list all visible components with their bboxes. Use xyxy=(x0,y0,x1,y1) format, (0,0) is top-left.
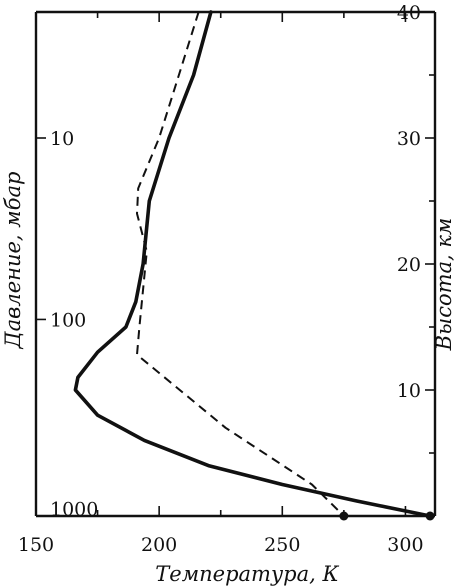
pressure-tick-label: 10 xyxy=(50,128,74,150)
height-tick-label: 40 xyxy=(397,2,421,24)
pressure-tick-label: 100 xyxy=(50,309,86,331)
surface-markers xyxy=(339,511,435,521)
x-axis-title: Температура, К xyxy=(155,562,339,586)
height-tick-label: 20 xyxy=(397,254,421,276)
solid-profile-line xyxy=(73,10,432,518)
x-tick-label: 200 xyxy=(141,534,177,556)
pressure-tick-label: 1000 xyxy=(50,498,98,520)
x-tick-label: 300 xyxy=(387,534,423,556)
temperature-axis-ticks: 150 200 250 300 xyxy=(18,12,424,556)
right-axis-title: Высота, км xyxy=(432,218,456,352)
plot-frame xyxy=(34,10,437,518)
height-tick-label: 10 xyxy=(397,380,421,402)
dashed-profile-line xyxy=(136,11,345,517)
surface-marker-dot xyxy=(339,511,349,521)
height-tick-label: 30 xyxy=(397,128,421,150)
x-tick-label: 250 xyxy=(264,534,300,556)
pressure-axis-ticks: 10 100 1000 xyxy=(36,128,98,520)
left-axis-title: Давление, мбар xyxy=(1,172,25,350)
profile-series xyxy=(73,10,432,518)
height-axis-ticks: 10 20 30 40 xyxy=(397,2,435,454)
x-tick-label: 150 xyxy=(18,534,54,556)
surface-marker-dot xyxy=(425,511,435,521)
